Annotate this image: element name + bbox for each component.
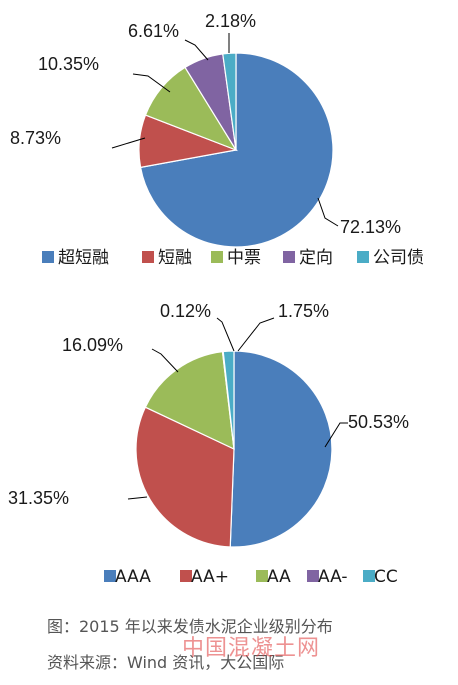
pie2-value-label-4: 1.75% (278, 301, 329, 321)
pie1-slice-4 (222, 52, 237, 151)
pie2-value-label-3: 0.12% (160, 301, 211, 321)
pie2-leader-line-2 (151, 348, 179, 373)
pie2-leader-line-0 (324, 422, 348, 448)
pie1-legend-swatch-4 (357, 251, 369, 263)
pie1-legend-label-3: 定向 (299, 248, 333, 268)
pie2-leader-line-3 (216, 317, 235, 352)
pie1-legend-swatch-2 (211, 251, 223, 263)
pie1-legend-swatch-1 (142, 251, 154, 263)
pie1-legend-label-1: 短融 (158, 248, 192, 268)
pie2-legend-label-2: AA (267, 567, 291, 587)
pie2-legend-swatch-2 (256, 570, 268, 582)
pie2-legend-label-0: AAA (115, 567, 151, 587)
figure-caption: 图：2015 年以来发债水泥企业级别分布 (47, 617, 333, 636)
pie1-leader-line-0 (317, 197, 339, 227)
pie1-value-label-2: 10.35% (38, 54, 99, 74)
pie2-slice-2 (144, 351, 235, 451)
pie2-value-label-1: 31.35% (8, 488, 69, 508)
pie2-slice-1 (135, 406, 235, 548)
watermark-text: 中国混凝土网 (182, 636, 321, 661)
pie2-leader-line-4 (237, 317, 275, 352)
pie1-value-label-0: 72.13% (340, 217, 401, 237)
pie1-value-label-3: 6.61% (128, 21, 179, 41)
pie2-value-label-2: 16.09% (62, 335, 123, 355)
pie2-legend-label-1: AA+ (191, 567, 229, 587)
pie1-value-label-1: 8.73% (10, 128, 61, 148)
pie1-leader-line-3 (184, 39, 209, 61)
pie1-legend-swatch-3 (283, 251, 295, 263)
pie2-legend-swatch-0 (104, 570, 116, 582)
pie2-value-label-0: 50.53% (348, 412, 409, 432)
pie1-leader-line-2 (132, 73, 171, 93)
pie1-leader-line-1 (111, 137, 146, 149)
pie1-legend-label-4: 公司债 (373, 248, 424, 268)
pie1-legend-swatch-0 (42, 251, 54, 263)
pie2-legend-label-4: CC (374, 567, 398, 587)
pie2-legend-swatch-4 (363, 570, 375, 582)
pie1-legend-label-2: 中票 (227, 248, 261, 268)
pie2-legend-label-3: AA- (318, 567, 348, 587)
pie1-value-label-4: 2.18% (205, 11, 256, 31)
source-caption: 资料来源：Wind 资讯，大公国际 (47, 653, 285, 672)
pie2-leader-line-1 (127, 496, 148, 500)
pie2-legend-swatch-3 (307, 570, 319, 582)
pie2-slice-0 (229, 350, 333, 548)
pie1-legend-label-0: 超短融 (58, 248, 109, 268)
pie2-legend-swatch-1 (180, 570, 192, 582)
